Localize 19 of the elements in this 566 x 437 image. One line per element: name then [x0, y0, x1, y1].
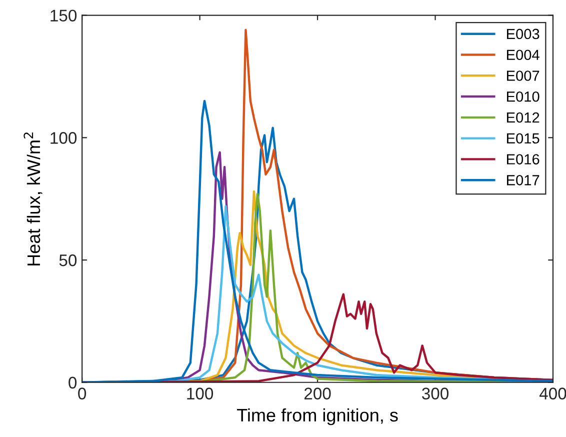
legend-label: E017 [506, 175, 540, 186]
legend-label: E007 [506, 70, 540, 81]
y-tick-label: 100 [50, 132, 77, 144]
legend-label: E012 [506, 112, 540, 123]
x-tick-label: 100 [187, 388, 214, 400]
legend-label: E015 [506, 133, 540, 144]
y-tick-label: 0 [68, 376, 77, 389]
y-axis-title: Heat flux, kW/m$^{2}$ [24, 132, 42, 266]
x-tick-label: 300 [422, 388, 449, 400]
x-tick-label: 0 [78, 388, 86, 400]
x-tick-label: 200 [304, 388, 331, 400]
x-axis-title: Time from ignition, s [237, 408, 398, 426]
legend-label: E016 [506, 154, 540, 164]
legend-label: E004 [506, 50, 540, 60]
legend-label: E003 [506, 28, 540, 40]
legend-label: E010 [506, 91, 540, 102]
y-tick-label: 50 [59, 254, 77, 266]
x-tick-label: 400 [539, 388, 566, 400]
y-tick-label: 150 [50, 10, 77, 22]
